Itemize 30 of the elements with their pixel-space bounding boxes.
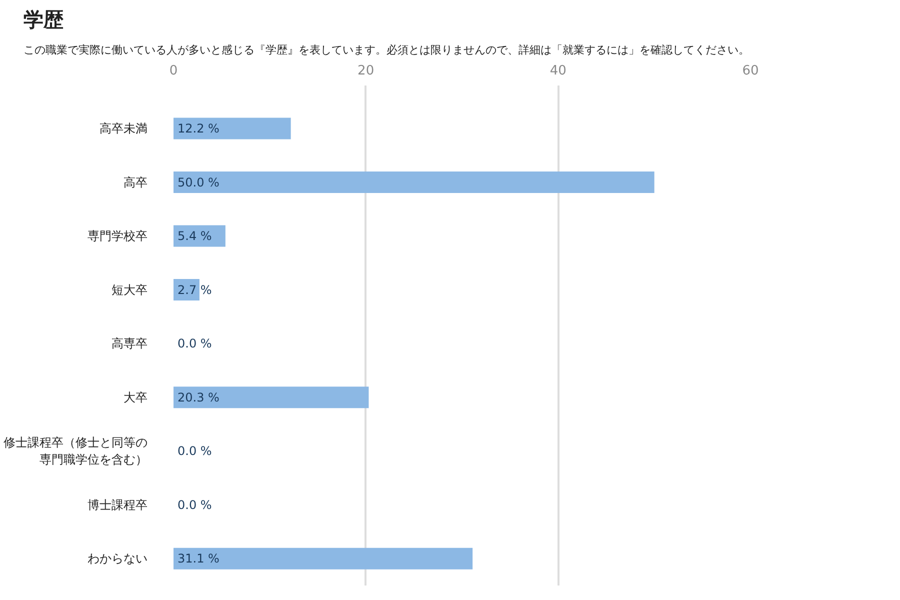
y-tick-label: 高卒: [124, 175, 148, 190]
y-tick-label: 高卒未満: [100, 122, 148, 136]
bar: [174, 225, 226, 247]
bar: [174, 548, 473, 570]
x-tick-label: 20: [358, 64, 374, 78]
bar: [174, 172, 654, 194]
y-tick-label: 短大卒: [112, 282, 148, 297]
data-label: 5.4 %: [178, 229, 212, 244]
data-label: 12.2 %: [178, 122, 220, 136]
data-label: 0.0 %: [178, 444, 212, 458]
data-label: 0.0 %: [178, 336, 212, 351]
bar: [174, 279, 200, 301]
chart-subtitle: この職業で実際に働いている人が多いと感じる『学歴』を表しています。必須とは限りませんので、詳細は「就業するには」を確認してください。: [24, 44, 750, 56]
data-label: 50.0 %: [178, 175, 220, 190]
y-tick-label: 専門学校卒: [88, 229, 148, 244]
data-label: 0.0 %: [178, 498, 212, 512]
y-tick-label: 修士課程卒（修士と同等の専門職学位を含む）: [4, 436, 148, 466]
data-label: 20.3 %: [178, 390, 220, 404]
bar: [174, 386, 369, 408]
y-tick-label: 高専卒: [112, 336, 148, 351]
x-tick-label: 40: [550, 64, 566, 78]
y-tick-label: わからない: [88, 552, 148, 566]
data-label: 2.7 %: [178, 282, 212, 297]
y-tick-label: 博士課程卒: [88, 498, 148, 512]
x-tick-label: 0: [169, 64, 178, 78]
y-tick-label: 大卒: [124, 390, 148, 404]
x-tick-label: 60: [742, 64, 759, 78]
bar: [174, 118, 291, 140]
chart-title: 学歴: [24, 8, 64, 32]
data-label: 31.1 %: [178, 552, 220, 566]
